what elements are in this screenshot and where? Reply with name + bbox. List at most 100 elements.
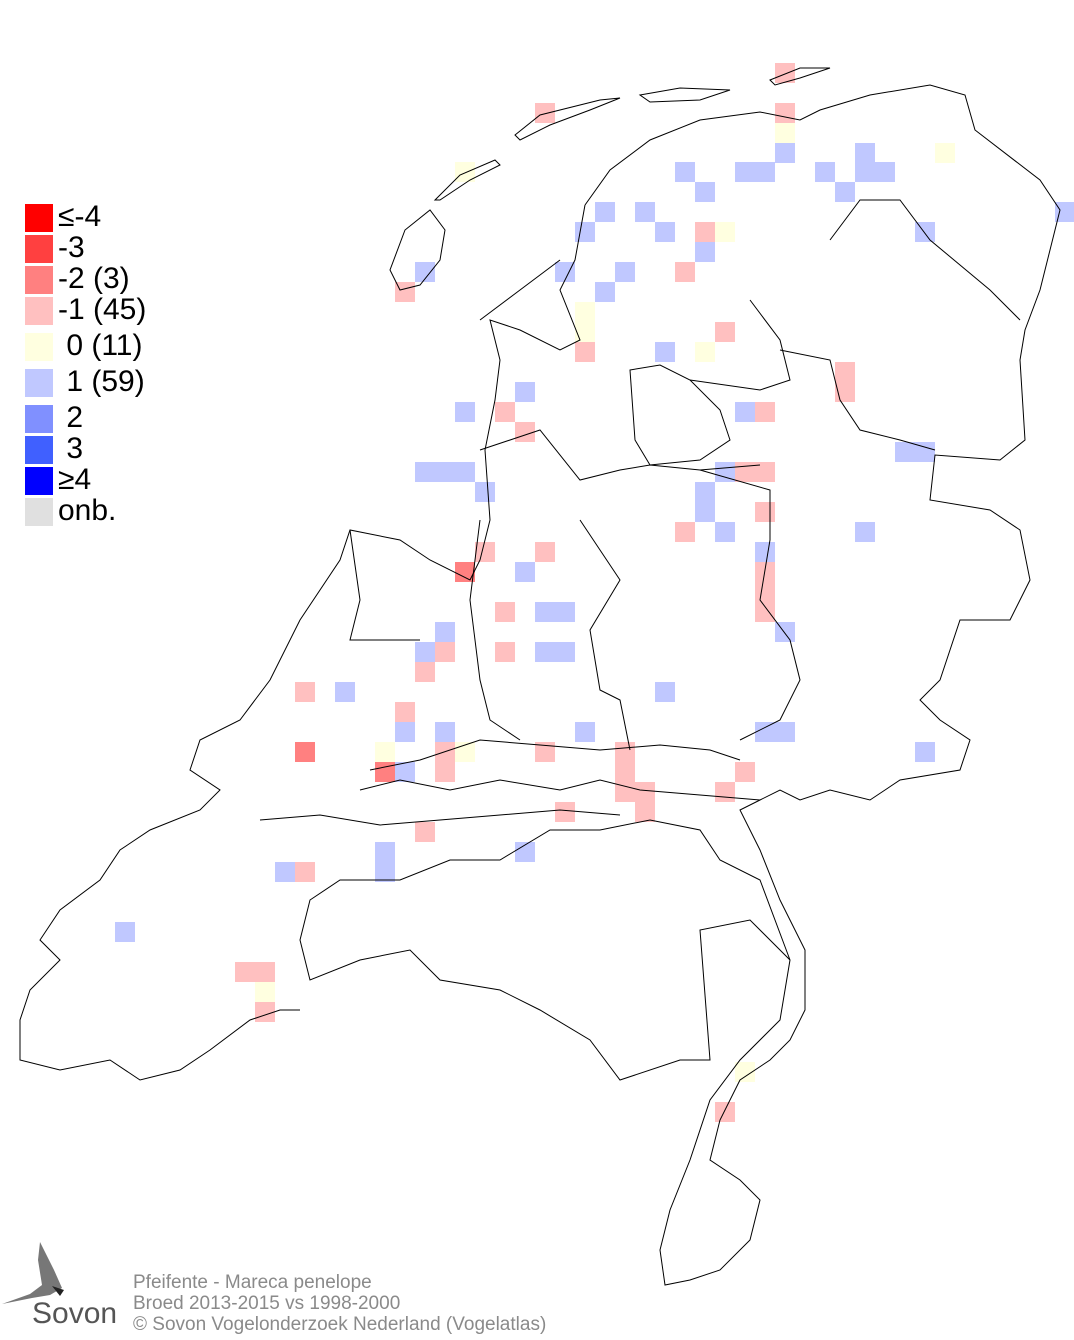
- grid-cell: [235, 962, 255, 982]
- grid-cell: [835, 382, 855, 402]
- grid-cell: [415, 642, 435, 662]
- grid-cell: [635, 202, 655, 222]
- grid-cell: [615, 762, 635, 782]
- legend-label: 3: [58, 432, 84, 465]
- grid-cell: [535, 642, 555, 662]
- grid-cell: [695, 342, 715, 362]
- grid-cell: [575, 722, 595, 742]
- island-terschelling: [514, 97, 621, 141]
- grid-cell: [675, 262, 695, 282]
- legend-swatch: [25, 297, 53, 325]
- grid-cell: [555, 802, 575, 822]
- grid-cell: [735, 162, 755, 182]
- grid-cell: [755, 502, 775, 522]
- grid-cell: [395, 722, 415, 742]
- grid-cell: [395, 762, 415, 782]
- grid-cell: [415, 822, 435, 842]
- grid-cell: [675, 522, 695, 542]
- grid-cell: [255, 1002, 275, 1022]
- grid-cell: [1055, 202, 1074, 222]
- grid-cell: [695, 182, 715, 202]
- grid-cell: [575, 342, 595, 362]
- grid-cell: [735, 402, 755, 422]
- grid-cell: [715, 522, 735, 542]
- copyright: © Sovon Vogelonderzoek Nederland (Vogela…: [133, 1314, 547, 1335]
- grid-cell: [715, 222, 735, 242]
- grid-cell: [435, 622, 455, 642]
- map-outline: [19, 67, 1061, 1286]
- coastline: [19, 204, 586, 1081]
- grid-cell: [635, 802, 655, 822]
- grid-cell: [755, 402, 775, 422]
- grid-cell: [695, 482, 715, 502]
- legend-swatch: [25, 369, 53, 397]
- grid-cell: [435, 642, 455, 662]
- grid-cell: [495, 402, 515, 422]
- grid-cell: [595, 282, 615, 302]
- grid-cell: [575, 322, 595, 342]
- grid-cell: [855, 143, 875, 163]
- legend-label: 1 (59): [58, 365, 145, 398]
- ijsselmeer-dike: [479, 259, 561, 321]
- grid-cells: [115, 63, 1074, 1122]
- grid-cell: [255, 962, 275, 982]
- grid-cell: [295, 682, 315, 702]
- grid-cell: [455, 402, 475, 422]
- grid-cell: [775, 123, 795, 143]
- grid-cell: [515, 422, 535, 442]
- grid-cell: [655, 682, 675, 702]
- grid-cell: [415, 662, 435, 682]
- provincial-borders: [349, 199, 1021, 751]
- grid-cell: [535, 103, 555, 123]
- grid-cell: [275, 862, 295, 882]
- grid-cell: [755, 542, 775, 562]
- grid-cell: [255, 982, 275, 1002]
- grid-cell: [455, 562, 475, 582]
- grid-cell: [695, 242, 715, 262]
- netherlands-border: [299, 84, 1061, 1286]
- grid-cell: [775, 103, 795, 123]
- grid-cell: [455, 462, 475, 482]
- grid-cell: [475, 482, 495, 502]
- grid-cell: [735, 1062, 755, 1082]
- grid-cell: [755, 602, 775, 622]
- flevoland: [629, 364, 731, 466]
- grid-cell: [515, 562, 535, 582]
- grid-cell: [915, 442, 935, 462]
- legend-label: ≥4: [58, 463, 92, 496]
- legend-label: -2 (3): [58, 262, 130, 295]
- grid-cell: [475, 542, 495, 562]
- grid-cell: [495, 602, 515, 622]
- rivers: [259, 739, 761, 826]
- grid-cell: [495, 642, 515, 662]
- grid-cell: [875, 162, 895, 182]
- grid-cell: [575, 222, 595, 242]
- grid-cell: [295, 742, 315, 762]
- grid-cell: [435, 722, 455, 742]
- legend-swatch: [25, 405, 53, 433]
- grid-cell: [515, 382, 535, 402]
- logo-text: Sovon: [32, 1297, 118, 1330]
- legend-label: -1 (45): [58, 293, 147, 326]
- grid-cell: [635, 782, 655, 802]
- legend-label: 2: [58, 401, 84, 434]
- grid-cell: [395, 702, 415, 722]
- grid-cell: [735, 462, 755, 482]
- grid-cell: [615, 262, 635, 282]
- island-texel-vlieland: [433, 159, 501, 201]
- legend-swatch: [25, 266, 53, 294]
- grid-cell: [535, 602, 555, 622]
- grid-cell: [775, 63, 795, 83]
- grid-cell: [815, 162, 835, 182]
- coast-north: [389, 209, 446, 291]
- grid-cell: [375, 862, 395, 882]
- grid-cell: [535, 542, 555, 562]
- species-title: Pfeifente - Mareca penelope: [133, 1272, 372, 1293]
- grid-cell: [655, 342, 675, 362]
- grid-cell: [895, 442, 915, 462]
- map-caption: Pfeifente - Mareca penelope Broed 2013-2…: [133, 1272, 546, 1335]
- grid-cell: [775, 143, 795, 163]
- grid-cell: [415, 462, 435, 482]
- legend-swatch: [25, 204, 53, 232]
